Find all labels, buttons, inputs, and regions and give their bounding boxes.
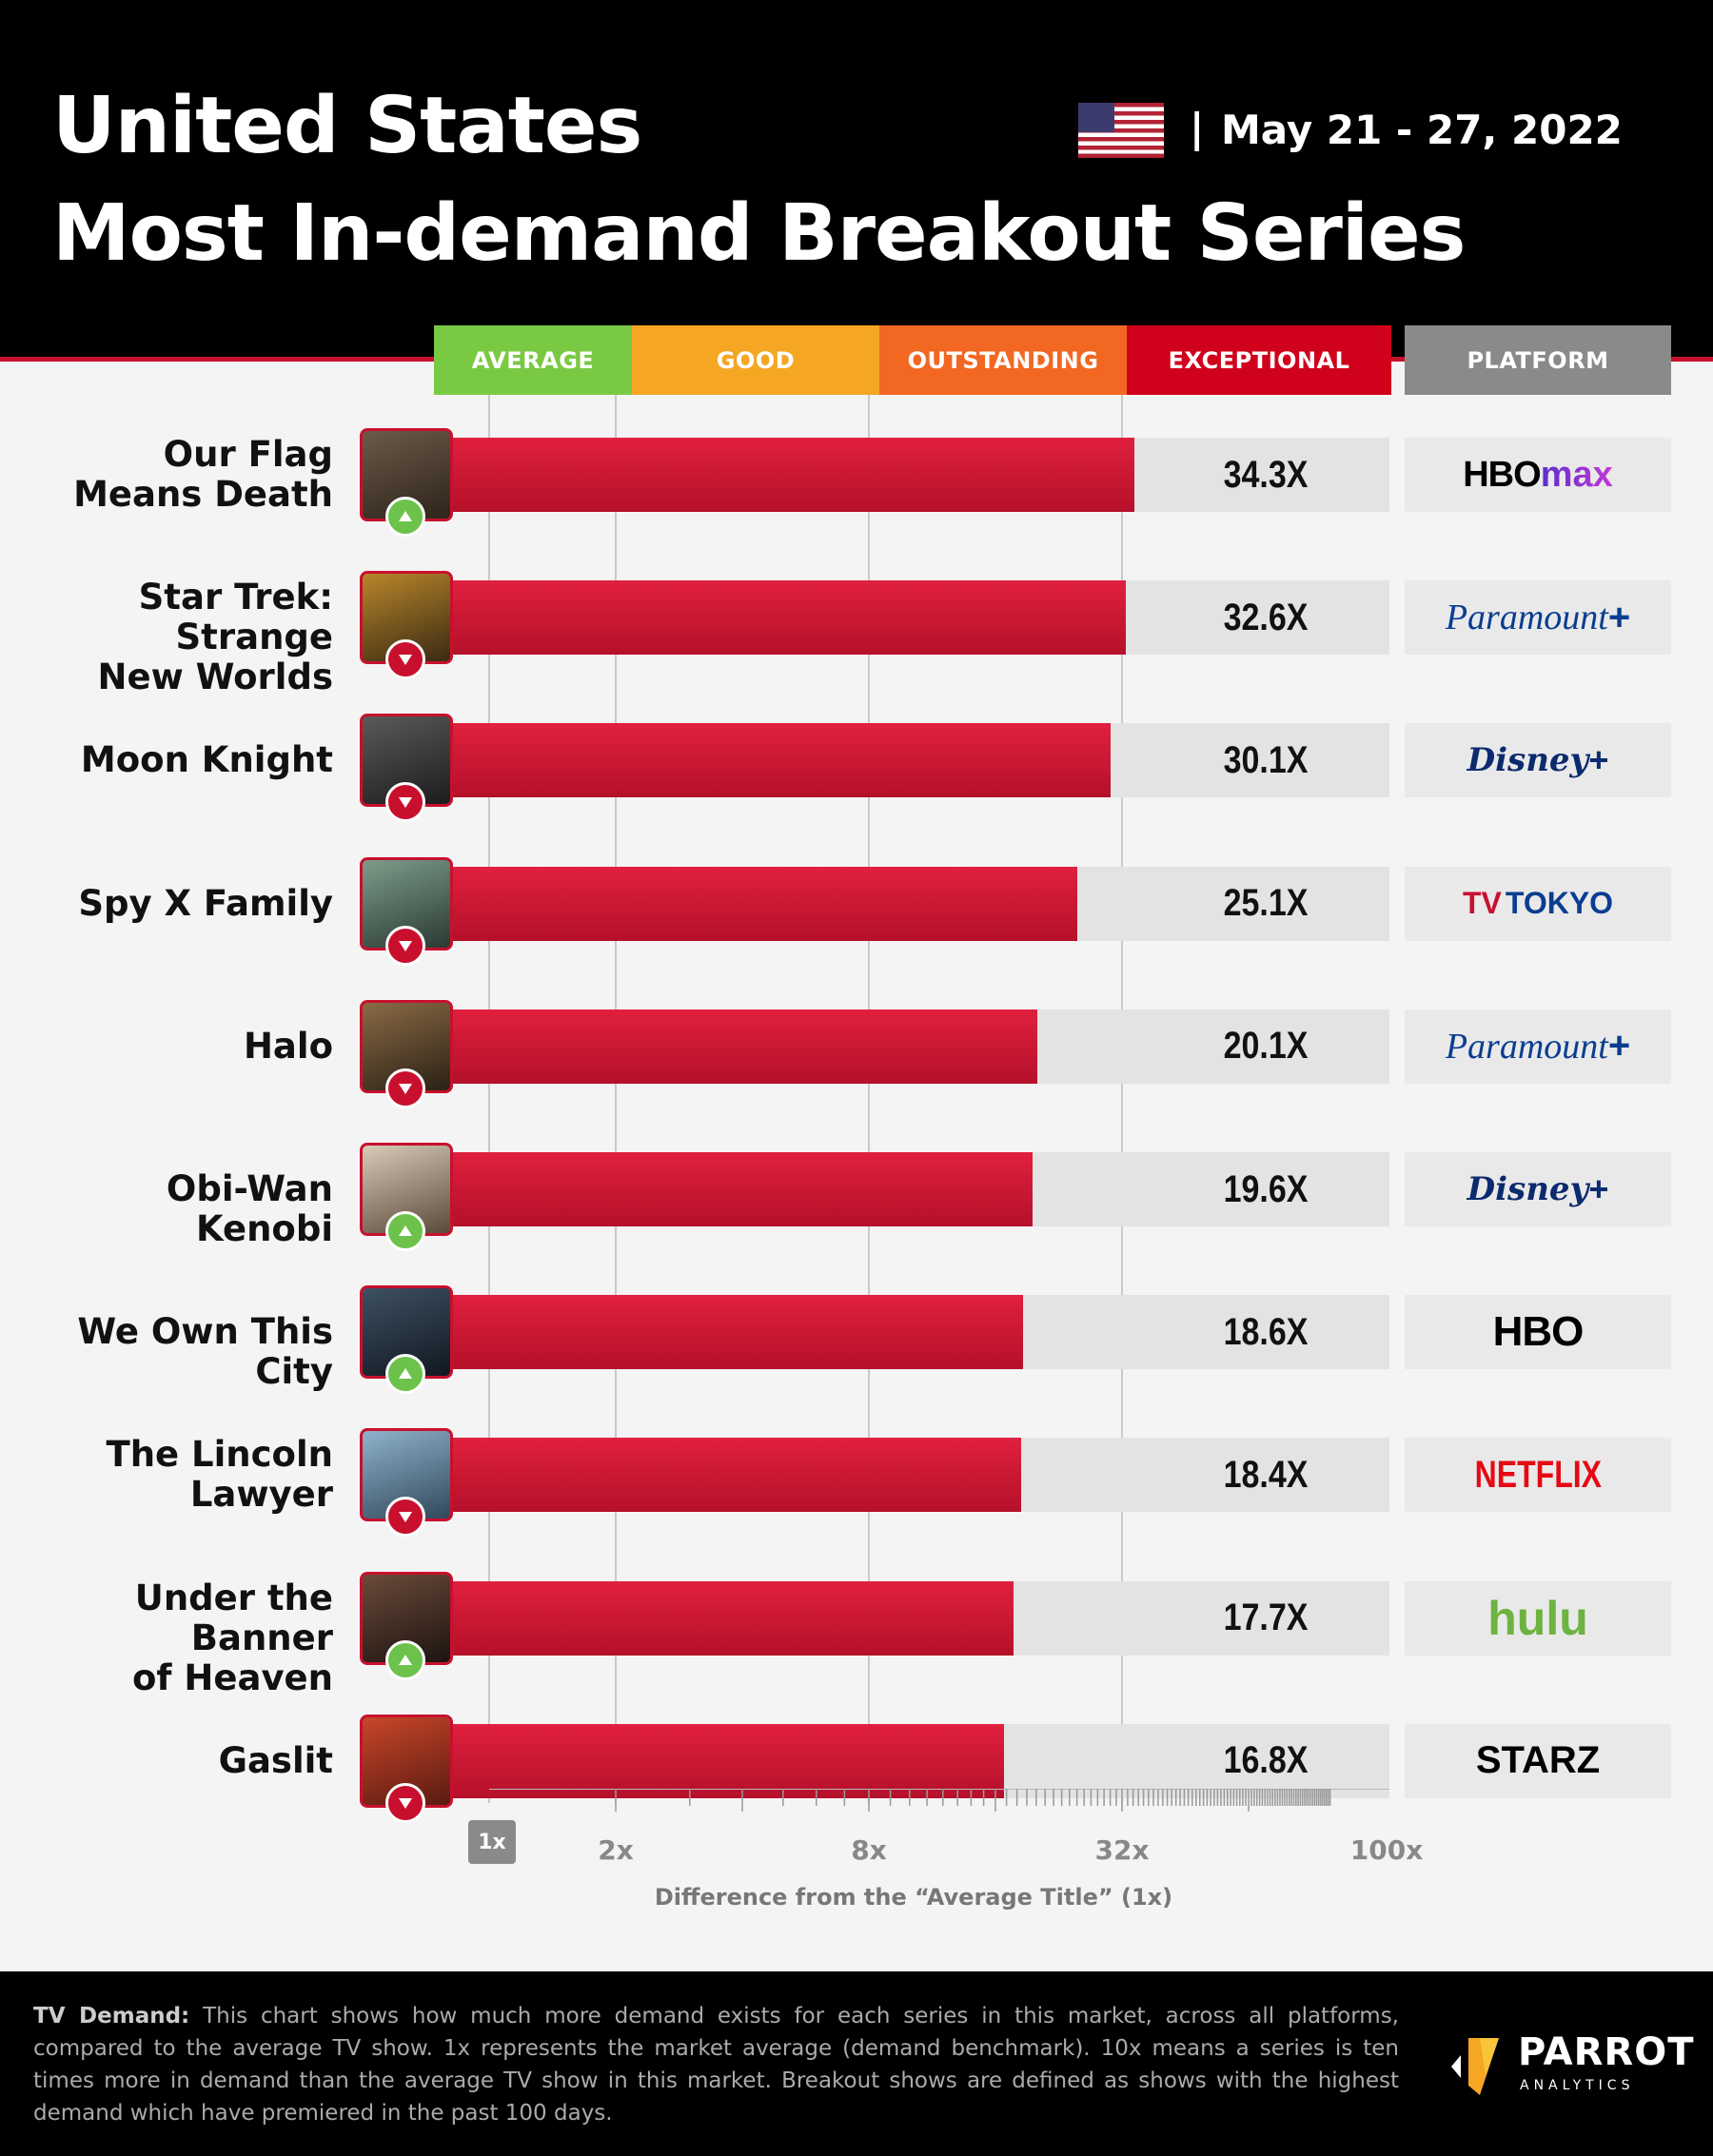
- platform-logo: Disney +: [1405, 723, 1671, 798]
- gridline: [1121, 395, 1123, 1803]
- gridline: [488, 395, 490, 1803]
- platform-logo: HBO: [1405, 1295, 1671, 1370]
- series-label: Gaslit: [19, 1739, 333, 1781]
- series-label-line: Obi-Wan Kenobi: [166, 1168, 333, 1249]
- bar: [453, 1580, 1014, 1656]
- series-label-line: Lawyer: [189, 1474, 333, 1516]
- series-label-line: The Lincoln: [106, 1434, 333, 1476]
- page-title: United States: [52, 81, 642, 171]
- series-label: Under the Banner of Heaven: [19, 1578, 333, 1698]
- down-arrow-icon: [385, 1497, 425, 1538]
- us-flag-icon: [1078, 103, 1164, 158]
- series-label-line: Under the Banner: [134, 1577, 333, 1658]
- band-exceptional: EXCEPTIONAL: [1127, 325, 1391, 395]
- up-arrow-icon: [385, 1639, 425, 1680]
- series-label-line: Spy X Family: [78, 882, 333, 924]
- series-label-line: of Heaven: [132, 1656, 333, 1698]
- series-label: We Own This City: [19, 1312, 333, 1392]
- up-arrow-icon: [385, 497, 425, 537]
- bar: [453, 580, 1126, 656]
- down-arrow-icon: [385, 782, 425, 823]
- parrot-logo-sub: ANALYTICS: [1520, 2078, 1635, 2093]
- series-label-line: Means Death: [73, 474, 333, 515]
- footer-label: TV Demand:: [33, 2004, 190, 2029]
- bar: [453, 1152, 1033, 1226]
- x-axis: [489, 1789, 1389, 1812]
- x-tick-label: 2x: [598, 1834, 634, 1866]
- series-label: The Lincoln Lawyer: [19, 1435, 333, 1515]
- series-label: Our Flag Means Death: [19, 435, 333, 515]
- date-range: May 21 - 27, 2022: [1221, 107, 1623, 153]
- series-thumbnail: [360, 999, 453, 1093]
- footer-text: This chart shows how much more demand ex…: [33, 2004, 1399, 2126]
- parrot-logo-name: PARROT: [1518, 2030, 1695, 2074]
- series-label: Obi-Wan Kenobi: [19, 1169, 333, 1249]
- x-tick-label: 32x: [1094, 1834, 1150, 1866]
- bar: [453, 438, 1135, 512]
- platform-logo: hulu: [1405, 1580, 1671, 1656]
- value-label: 34.3X: [1223, 453, 1309, 496]
- platform-logo: Paramount +: [1405, 1009, 1671, 1084]
- series-label-line: Gaslit: [218, 1739, 333, 1781]
- value-label: 32.6X: [1223, 596, 1309, 638]
- footer-description: TV Demand: This chart shows how much mor…: [33, 2000, 1399, 2129]
- value-label: 25.1X: [1223, 882, 1309, 925]
- platform-logo: STARZ: [1405, 1723, 1671, 1798]
- series-label-line: We Own This City: [77, 1311, 333, 1393]
- x-tick-label: 100x: [1349, 1834, 1424, 1866]
- band-good: GOOD: [632, 325, 879, 395]
- parrot-logo: PARROT ANALYTICS: [1442, 2029, 1694, 2105]
- series-thumbnail: [360, 571, 453, 665]
- down-arrow-icon: [385, 925, 425, 966]
- platform-logo: NETFLIX: [1405, 1438, 1671, 1513]
- bar: [453, 1438, 1021, 1513]
- series-label-line: Our Flag: [163, 434, 333, 475]
- platform-logo: TV TOKYO: [1405, 866, 1671, 941]
- bar: [453, 723, 1112, 798]
- series-label: Moon Knight: [19, 740, 333, 780]
- series-label: Spy X Family: [19, 882, 333, 924]
- header: United States Most In-demand Breakout Se…: [0, 0, 1713, 362]
- page-subtitle: Most In-demand Breakout Series: [52, 188, 1466, 279]
- value-label: 30.1X: [1223, 738, 1309, 781]
- x-axis-title: Difference from the “Average Title” (1x): [654, 1884, 1173, 1911]
- gridline: [615, 395, 617, 1803]
- x-tick-label: 8x: [851, 1834, 887, 1866]
- value-label: 16.8X: [1223, 1739, 1309, 1782]
- date-separator: |: [1190, 105, 1205, 151]
- up-arrow-icon: [385, 1354, 425, 1395]
- down-arrow-icon: [385, 1782, 425, 1823]
- value-label: 19.6X: [1223, 1167, 1309, 1210]
- band-average: AVERAGE: [434, 325, 632, 395]
- bar: [453, 1295, 1023, 1370]
- footer: TV Demand: This chart shows how much mor…: [0, 1971, 1713, 2156]
- up-arrow-icon: [385, 1211, 425, 1251]
- bar: [453, 866, 1078, 941]
- parrot-logo-icon: [1451, 2038, 1499, 2095]
- series-label-line: New Worlds: [97, 657, 333, 698]
- band-outstanding: OUTSTANDING: [879, 325, 1127, 395]
- platform-logo: HBO max: [1405, 438, 1671, 512]
- platform-logo: Disney +: [1405, 1152, 1671, 1226]
- series-label: Star Trek: Strange New Worlds: [19, 578, 333, 697]
- x-tick-label: 1x: [468, 1820, 516, 1864]
- value-label: 17.7X: [1223, 1597, 1309, 1639]
- gridline: [868, 395, 870, 1803]
- series-label-line: Halo: [243, 1025, 333, 1067]
- bar: [453, 1723, 1005, 1798]
- series-label-line: Star Trek: Strange: [138, 577, 333, 658]
- platform-header: PLATFORM: [1405, 325, 1671, 395]
- down-arrow-icon: [385, 1068, 425, 1108]
- platform-logo: Paramount +: [1405, 580, 1671, 656]
- down-arrow-icon: [385, 639, 425, 680]
- value-label: 20.1X: [1223, 1025, 1309, 1068]
- series-label: Halo: [19, 1025, 333, 1067]
- series-label-line: Moon Knight: [80, 739, 333, 781]
- value-label: 18.4X: [1223, 1453, 1309, 1496]
- value-label: 18.6X: [1223, 1310, 1309, 1353]
- bar: [453, 1009, 1037, 1084]
